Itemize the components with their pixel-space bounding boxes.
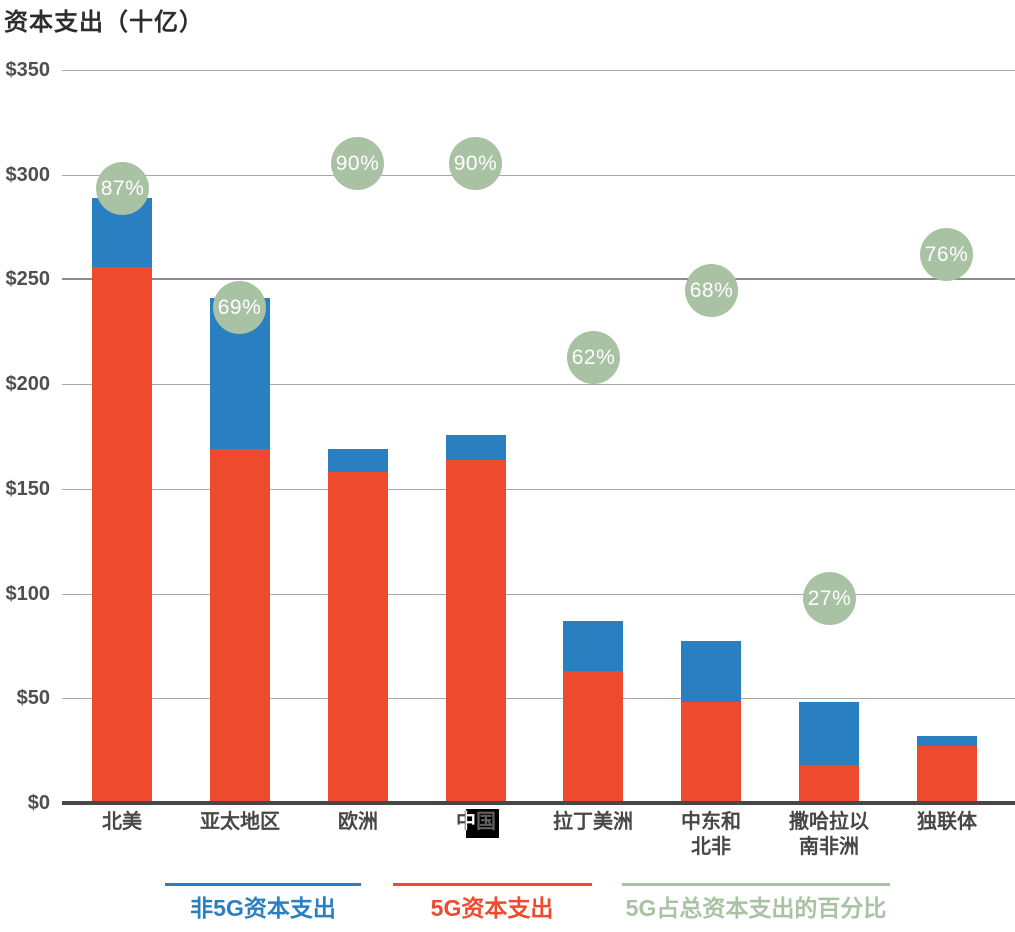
x-axis-line: [62, 801, 1015, 805]
bar-5g-5: [681, 702, 741, 803]
bar-5g-4: [563, 671, 623, 803]
y-axis-tick-label: $250: [5, 268, 51, 290]
x-axis-label-line: 独联体: [917, 811, 977, 833]
bar-5g-3: [446, 460, 506, 803]
legend-label-5g-percent: 5G占总资本支出的百分比: [625, 895, 887, 921]
bar-5g-0: [92, 267, 152, 803]
x-axis-label-6: 撒哈拉以 南非洲: [764, 810, 894, 860]
x-axis-label-line: 欧洲: [338, 811, 378, 833]
x-axis-label-line: 南非洲: [799, 836, 859, 858]
highlighted-label-inverted: 中国: [466, 810, 476, 835]
y-axis-tick-label: $100: [5, 583, 51, 605]
legend-line-5g: [393, 883, 592, 886]
gridline-350: [62, 70, 1015, 71]
gridline-300: [62, 175, 1015, 176]
x-axis-label-1: 亚太地区: [175, 810, 305, 835]
bar-5g-1: [210, 449, 270, 803]
bar-5g-6: [799, 765, 859, 803]
gridline-100: [62, 594, 1015, 595]
pct-bubble-4: 62%: [567, 331, 620, 384]
legend-label-non5g: 非5G资本支出: [190, 895, 336, 921]
x-axis-label-line: 亚太地区: [200, 811, 280, 833]
x-axis-label-line: 中东和: [681, 811, 741, 833]
bar-non5g-4: [563, 621, 623, 671]
x-axis-label-0: 北美: [57, 810, 187, 835]
bar-non5g-2: [328, 449, 388, 472]
bar-non5g-6: [799, 702, 859, 765]
bar-non5g-7: [917, 736, 977, 746]
x-axis-label-line: 撒哈拉以: [789, 811, 869, 833]
x-axis-label-2: 欧洲: [293, 810, 423, 835]
bar-5g-7: [917, 746, 977, 803]
legend-label-5g: 5G资本支出: [430, 895, 554, 921]
x-axis-label-3: 中国中国中国中国: [411, 809, 541, 838]
legend-line-5g-percent: [622, 883, 890, 886]
chart-title: 资本支出（十亿）: [4, 9, 204, 36]
x-axis-label-line: 拉丁美洲: [553, 811, 633, 833]
gridline-150: [62, 489, 1015, 490]
pct-bubble-7: 76%: [920, 228, 973, 281]
highlight-box: [465, 809, 500, 838]
y-axis-tick-label: $300: [5, 164, 51, 186]
bar-non5g-3: [446, 435, 506, 460]
x-axis-label-7: 独联体: [882, 810, 1012, 835]
x-axis-label-4: 拉丁美洲: [528, 810, 658, 835]
highlighted-label-wrap: 中国中国中国中国: [456, 809, 500, 838]
gridline-200: [62, 384, 1015, 385]
x-axis-label-line: 北美: [102, 811, 142, 833]
gridline-250: [62, 278, 1015, 280]
highlighted-label-dark: 中国: [456, 811, 496, 833]
pct-bubble-5: 68%: [685, 264, 738, 317]
x-axis-label-line: 北非: [691, 836, 731, 858]
x-axis-label-5: 中东和 北非: [646, 810, 776, 860]
y-axis-tick-label: $150: [5, 478, 51, 500]
pct-bubble-0: 87%: [96, 162, 149, 215]
legend-line-non5g: [165, 883, 361, 886]
pct-bubble-2: 90%: [331, 137, 384, 190]
pct-bubble-6: 27%: [803, 572, 856, 625]
y-axis-tick-label: $200: [5, 373, 51, 395]
bar-non5g-5: [681, 641, 741, 702]
gridline-50: [62, 698, 1015, 699]
y-axis-tick-label: $0: [27, 792, 50, 814]
pct-bubble-3: 90%: [449, 137, 502, 190]
highlighted-label-left: 中国: [456, 810, 466, 835]
y-axis-tick-label: $50: [16, 687, 50, 709]
pct-bubble-1: 69%: [213, 281, 266, 334]
bar-5g-2: [328, 472, 388, 803]
y-axis-tick-label: $350: [5, 59, 51, 81]
